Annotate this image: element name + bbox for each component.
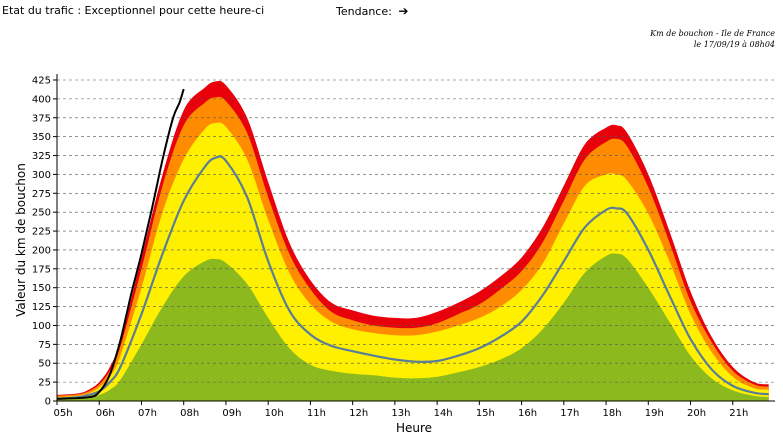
y-tick-label: 175 [32,264,51,275]
x-tick-label: 05h [53,408,72,419]
y-tick-label: 300 [32,170,51,181]
y-tick-label: 0 [45,397,51,408]
x-tick-label: 15h [476,408,495,419]
x-tick-label: 21h [729,408,748,419]
band-area-3 [57,253,769,401]
x-tick-label: 06h [96,408,115,419]
y-tick-label: 225 [32,227,51,238]
chart-caption: Km de bouchon - Ile de France le 17/09/1… [650,28,775,50]
y-tick-label: 425 [32,76,51,87]
y-tick-label: 50 [38,359,51,370]
caption-line-2: le 17/09/19 à 08h04 [693,40,775,49]
y-tick-label: 200 [32,245,51,256]
x-axis-title: Heure [396,421,432,435]
trend: Tendance: ➔ [336,4,408,18]
x-tick-label: 16h [518,408,537,419]
x-tick-label: 09h [222,408,241,419]
traffic-status: Etat du trafic : Exceptionnel pour cette… [2,4,264,17]
y-tick-label: 25 [38,378,51,389]
y-tick-label: 325 [32,151,51,162]
median-line [56,155,769,400]
y-tick-label: 350 [32,132,51,143]
right-arrow-icon: ➔ [398,4,409,18]
x-tick-label: 12h [349,408,368,419]
chart-bands [57,80,769,402]
x-tick-label: 13h [391,408,410,419]
y-tick-label: 100 [32,321,51,332]
x-tick-label: 20h [687,408,706,419]
today-line [56,88,185,400]
y-tick-label: 250 [32,208,51,219]
caption-line-1: Km de bouchon - Ile de France [650,29,775,38]
chart-axes: 0 25 50 75 100 125 150 175 200 225 250 275 300 325 350… [32,74,775,419]
y-tick-label: 125 [32,302,51,313]
x-tick-label: 18h [603,408,622,419]
y-tick-label: 275 [32,189,51,200]
y-axis-title: Valeur du km de bouchon [14,163,28,317]
y-tick-label: 400 [32,94,51,105]
chart-lines [56,88,769,400]
x-tick-label: 08h [180,408,199,419]
status-label: Etat du trafic : [2,4,82,17]
x-tick-label: 14h [434,408,453,419]
x-tick-label: 11h [307,408,326,419]
x-tick-label: 10h [265,408,284,419]
x-tick-label: 19h [645,408,664,419]
x-tick-label: 17h [560,408,579,419]
header-bar: Etat du trafic : Exceptionnel pour cette… [0,2,783,20]
x-tick-label: 07h [138,408,157,419]
status-value: Exceptionnel pour cette heure-ci [84,4,265,17]
y-tick-label: 75 [38,340,51,351]
y-tick-label: 150 [32,283,51,294]
trend-label: Tendance: [336,5,392,18]
y-tick-label: 375 [32,113,51,124]
